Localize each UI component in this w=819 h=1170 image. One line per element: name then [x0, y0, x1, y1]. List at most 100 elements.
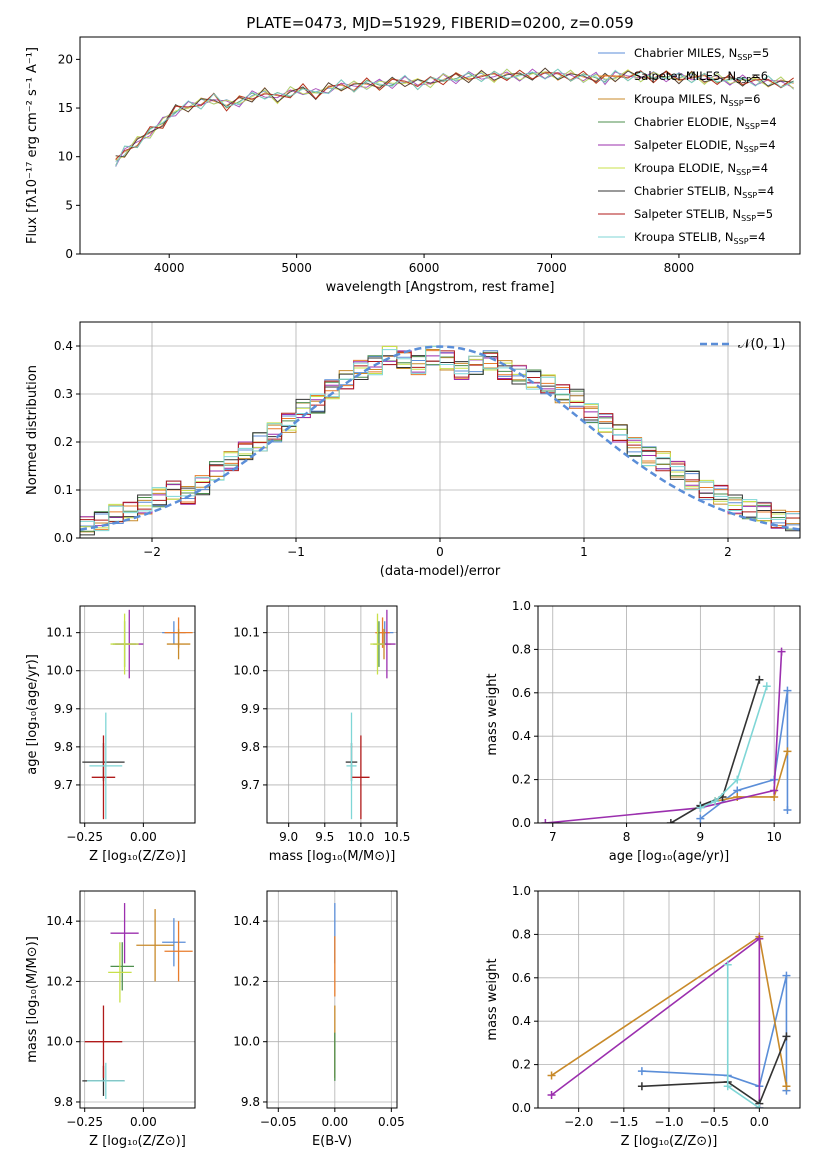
legend-subscript: SSP — [737, 53, 752, 62]
y-tick-label: 0.4 — [512, 729, 531, 743]
x-tick-label: 10 — [767, 830, 782, 844]
x-tick-label: 0.0 — [750, 1115, 769, 1129]
y-tick-label: 10 — [58, 150, 73, 164]
y-tick-label: 9.9 — [241, 702, 260, 716]
chart-residuals: −2 −1 0 1 2 0.0 0.1 0.2 0.3 0.4 (data-model)/error… — [25, 321, 801, 579]
weight-marker — [696, 814, 705, 823]
x-axis-label: (data-model)/error — [380, 564, 501, 579]
weight-line-3 — [641, 1036, 788, 1105]
weight-marker — [762, 682, 771, 691]
legend-label: Chabrier MILES, NSSP=5 — [634, 46, 769, 62]
x-tick-label: −1.0 — [654, 1115, 683, 1129]
y-tick-label: 10.4 — [233, 914, 260, 928]
x-tick-label: −1 — [287, 545, 305, 559]
plot-area — [80, 345, 800, 536]
legend-subscript: SSP — [742, 191, 757, 200]
plot-area — [82, 609, 193, 820]
x-tick-label: −0.25 — [66, 830, 103, 844]
y-tick-label: 10.4 — [46, 914, 73, 928]
x-tick-label: 7 — [549, 830, 557, 844]
chart-massweight_vs_Z: −2.0 −1.5 −1.0 −0.5 0.0 0.0 0.2 0.4 0.6 0.8 1.0 Z [… — [485, 884, 801, 1149]
y-tick-label: 0.0 — [512, 1101, 531, 1115]
legend-count: =4 — [757, 184, 774, 198]
spectrum-line-8 — [115, 68, 794, 167]
y-axis-label: Normed distribution — [25, 365, 40, 495]
x-tick-label: 4000 — [154, 261, 185, 275]
x-tick-label: 9.0 — [279, 830, 298, 844]
x-tick-label: −0.5 — [700, 1115, 729, 1129]
weight-line-4 — [700, 686, 768, 809]
legend-count: =4 — [749, 230, 766, 244]
x-axis-label: mass [log₁₀(M/M⊙)] — [269, 849, 396, 864]
y-tick-label: 15 — [58, 101, 73, 115]
chart-mass_vs_Z: −0.25 0.00 9.8 10.0 10.2 10.4 Z [log₁₀(Z/Z⊙)] m… — [25, 890, 196, 1149]
weight-marker — [733, 775, 742, 784]
weight-marker — [770, 786, 779, 795]
y-tick-label: 10.0 — [46, 664, 73, 678]
weight-marker — [755, 934, 764, 943]
y-tick-label: 1.0 — [512, 599, 531, 613]
y-tick-label: 0.1 — [54, 483, 73, 497]
chart-massweight_vs_age: 7 8 9 10 0.0 0.2 0.4 0.6 0.8 1.0 age [log₁₀(age/yr… — [485, 599, 801, 864]
weight-marker — [637, 1082, 646, 1091]
x-tick-label: −0.05 — [260, 1115, 297, 1129]
x-tick-label: −2.0 — [564, 1115, 593, 1129]
x-tick-label: 10.5 — [384, 830, 411, 844]
x-axis-label: Z [log₁₀(Z/Z⊙)] — [89, 1134, 186, 1149]
axes-frame — [79, 605, 196, 824]
legend-count: =5 — [752, 46, 769, 60]
legend-label: 𝒩(0, 1) — [738, 337, 785, 352]
x-tick-label: 9 — [697, 830, 705, 844]
x-tick-label: 0.05 — [378, 1115, 405, 1129]
figure-title: PLATE=0473, MJD=51929, FIBERID=0200, z=0… — [246, 14, 633, 32]
weight-marker — [782, 971, 791, 980]
y-tick-label: 0.4 — [54, 339, 73, 353]
y-tick-label: 9.7 — [54, 778, 73, 792]
weight-line-4 — [726, 964, 760, 1108]
chart-spectrum: 4000 5000 6000 7000 8000 0 5 10 15 20 wavelength [… — [25, 36, 801, 295]
legend-subscript: SSP — [744, 145, 759, 154]
x-tick-label: 10.0 — [348, 830, 375, 844]
y-axis-label: Flux [fλ10⁻¹⁷ erg cm⁻² s⁻¹ A⁻¹] — [25, 47, 40, 244]
y-tick-label: 10.0 — [233, 664, 260, 678]
y-tick-label: 9.8 — [241, 1095, 260, 1109]
x-axis-label: Z [log₁₀(Z/Z⊙)] — [621, 1134, 718, 1149]
spectrum-line-0 — [115, 68, 794, 162]
y-tick-label: 0.0 — [54, 531, 73, 545]
y-axis-label: mass weight — [485, 673, 500, 755]
plot-area — [547, 932, 791, 1108]
plot-area — [115, 67, 794, 167]
axes-frame — [266, 890, 398, 1109]
y-tick-label: 9.8 — [54, 1095, 73, 1109]
normal-curve — [80, 345, 800, 531]
spectrum-line-3 — [115, 68, 794, 166]
y-axis-label: mass weight — [485, 958, 500, 1040]
weight-line-1 — [714, 751, 789, 803]
y-tick-label: 0.8 — [512, 927, 531, 941]
plot-area — [82, 903, 193, 1099]
y-tick-label: 10.2 — [46, 974, 73, 988]
histogram-8 — [80, 345, 800, 532]
weight-marker — [547, 1071, 556, 1080]
legend-label: Chabrier ELODIE, NSSP=4 — [634, 115, 777, 131]
legend-label: Chabrier STELIB, NSSP=4 — [634, 184, 774, 200]
legend-count: =5 — [756, 207, 773, 221]
axes-frame — [537, 605, 801, 824]
y-tick-label: 0.2 — [54, 435, 73, 449]
legend-label: Salpeter STELIB, NSSP=5 — [634, 207, 773, 223]
weight-marker — [755, 1104, 764, 1108]
y-tick-label: 0.6 — [512, 971, 531, 985]
legend-label: Kroupa STELIB, NSSP=4 — [634, 230, 765, 246]
plot-area — [541, 647, 792, 823]
y-tick-label: 10.0 — [46, 1035, 73, 1049]
y-tick-label: 10.0 — [233, 1035, 260, 1049]
weight-marker — [723, 960, 732, 969]
y-tick-label: 10.1 — [46, 626, 73, 640]
y-axis-label: age [log₁₀(age/yr)] — [25, 654, 40, 775]
legend-subscript: SSP — [745, 122, 760, 131]
y-tick-label: 1.0 — [512, 884, 531, 898]
weight-marker — [783, 747, 792, 756]
weight-marker — [696, 803, 705, 812]
legend-label: Salpeter MILES, NSSP=6 — [634, 69, 768, 85]
